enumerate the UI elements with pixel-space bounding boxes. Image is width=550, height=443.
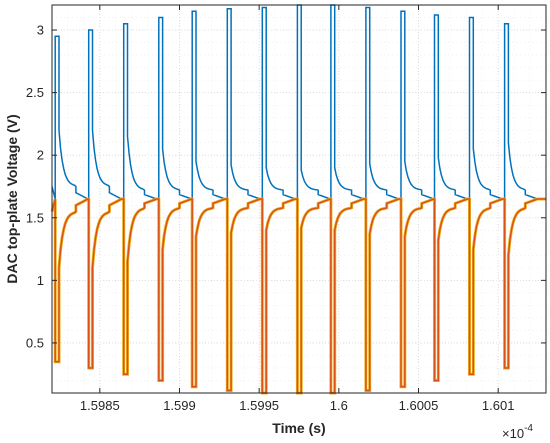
y-axis-title: DAC top-plate Voltage (V) xyxy=(4,114,20,283)
grid-lines xyxy=(51,4,547,394)
x-axis-exponent: ×10-4 xyxy=(502,423,533,441)
y-axis-ticks: 0.5 1 1.5 2 2.5 3 xyxy=(26,23,546,350)
x-tick-label: 1.601 xyxy=(482,398,515,413)
series-line xyxy=(51,4,546,200)
y-tick-label: 2 xyxy=(37,148,44,163)
y-tick-label: 0.5 xyxy=(26,335,44,350)
axes-frame xyxy=(51,4,547,394)
x-axis-exponent-power: -4 xyxy=(524,423,533,434)
x-tick-label: 1.5995 xyxy=(239,398,279,413)
x-axis-title: Time (s) xyxy=(272,420,325,436)
x-axis-exponent-base: ×10 xyxy=(502,426,524,441)
x-tick-label: 1.599 xyxy=(163,398,196,413)
y-tick-label: 1 xyxy=(37,273,44,288)
y-tick-label: 1.5 xyxy=(26,210,44,225)
series-line xyxy=(51,198,546,394)
series-line-shadow xyxy=(50,197,546,395)
x-tick-label: 1.6 xyxy=(330,398,348,413)
x-axis-ticks: 1.5985 1.599 1.5995 1.6 1.6005 1.601 xyxy=(80,5,515,413)
x-tick-label: 1.6005 xyxy=(399,398,439,413)
y-tick-label: 2.5 xyxy=(26,85,44,100)
x-tick-label: 1.5985 xyxy=(80,398,120,413)
y-tick-label: 3 xyxy=(37,23,44,38)
plot-area xyxy=(50,4,546,395)
